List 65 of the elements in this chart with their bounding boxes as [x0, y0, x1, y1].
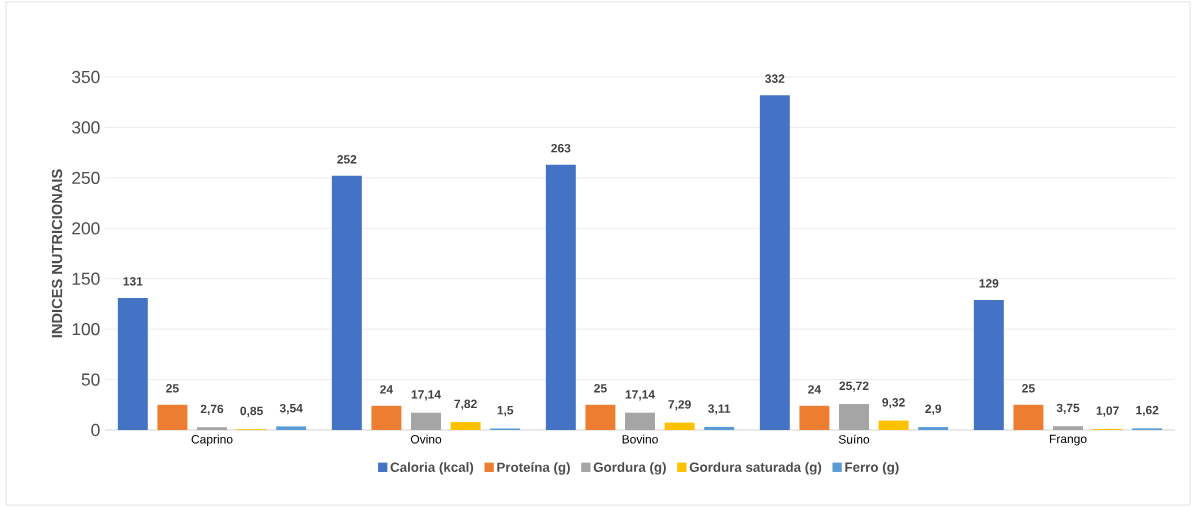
data-label: 3,75	[1056, 403, 1080, 414]
bar	[704, 426, 735, 430]
y-axis-title: INDICES NUTRICIONAIS	[51, 169, 63, 338]
data-label: 0,85	[240, 406, 263, 417]
y-tick-label: 350	[72, 70, 100, 84]
bar	[878, 420, 909, 430]
bar	[625, 412, 655, 430]
y-tick-label: 300	[72, 121, 100, 134]
x-tick-label: Bovino	[622, 434, 658, 444]
data-label: 7,82	[454, 399, 477, 410]
data-label: 25,72	[839, 381, 869, 392]
bar	[973, 299, 1004, 430]
bar	[331, 175, 362, 430]
bar	[759, 95, 790, 430]
bar	[157, 404, 188, 430]
data-label: 129	[979, 279, 999, 288]
bar	[664, 422, 695, 430]
data-label: 7,29	[668, 400, 691, 411]
bar	[839, 404, 869, 430]
bar	[371, 405, 402, 430]
y-tick-label: 250	[72, 171, 100, 184]
bar	[799, 405, 830, 430]
bar	[450, 422, 481, 430]
x-tick-label: Suíno	[838, 434, 870, 444]
data-label: 25	[166, 384, 179, 393]
x-tick-label: Frango	[1049, 434, 1087, 446]
data-label: 131	[123, 277, 143, 286]
legend-label: Proteína (g)	[497, 462, 570, 475]
data-label: 25	[1022, 384, 1035, 393]
bar	[1053, 426, 1083, 430]
y-tick-label: 0	[91, 423, 100, 437]
bar	[411, 412, 441, 430]
data-label: 17,14	[411, 390, 441, 401]
data-label: 17,14	[625, 390, 655, 401]
legend-label: Ferro (g)	[845, 462, 899, 475]
data-label: 1,07	[1096, 406, 1119, 417]
data-label: 3,54	[279, 403, 303, 415]
bar	[117, 297, 148, 430]
y-tick-label: 50	[81, 373, 100, 386]
data-label: 2,76	[200, 404, 224, 415]
x-tick-label: Caprino	[191, 434, 233, 446]
data-label: 3,11	[708, 404, 731, 415]
legend-label: Gordura saturada (g)	[689, 462, 822, 475]
data-label: 9,32	[882, 398, 905, 409]
bar	[1013, 404, 1044, 430]
data-label: 252	[337, 155, 357, 164]
bar	[276, 426, 307, 430]
y-tick-label: 150	[72, 272, 100, 285]
bar	[545, 164, 576, 430]
legend-label: Caloria (kcal)	[390, 462, 474, 475]
data-label: 1,62	[1136, 405, 1159, 417]
y-tick-label: 200	[72, 222, 100, 235]
data-label: 24	[808, 385, 822, 394]
data-label: 2,9	[925, 404, 942, 415]
bar	[918, 427, 949, 430]
bar	[585, 404, 616, 430]
data-label: 332	[765, 74, 785, 83]
data-label: 25	[594, 384, 607, 393]
bar	[197, 427, 227, 430]
data-label: 263	[551, 143, 571, 153]
x-tick-label: Ovino	[410, 434, 442, 444]
legend-label: Gordura (g)	[593, 462, 666, 475]
y-tick-label: 100	[72, 323, 100, 336]
data-label: 24	[380, 385, 394, 394]
data-label: 1,5	[497, 406, 514, 417]
